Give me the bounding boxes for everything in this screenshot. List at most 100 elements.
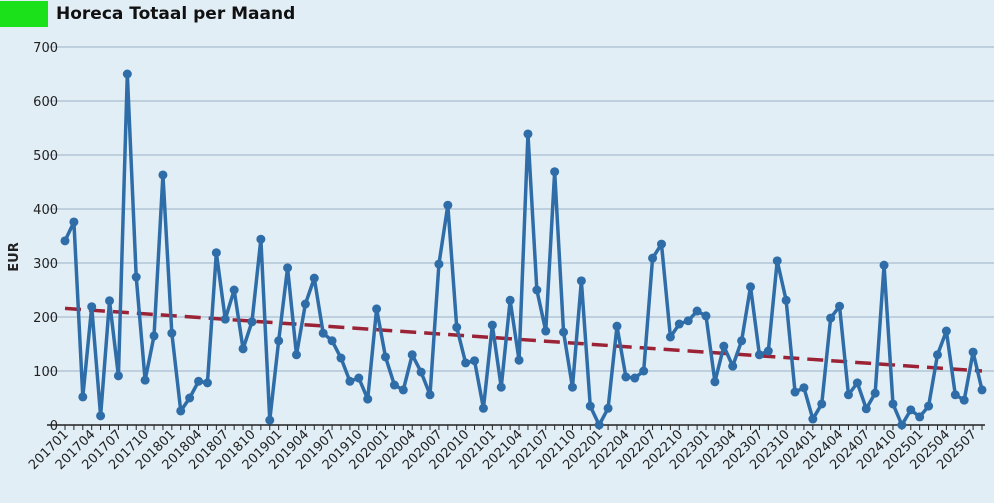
data-point — [434, 259, 444, 269]
x-axis: 2017012017042017072017102018012018042018… — [26, 424, 985, 473]
chart-title-bar: Horeca Totaal per Maand — [0, 0, 295, 28]
data-point — [870, 388, 880, 398]
data-point — [202, 378, 212, 388]
data-point — [318, 328, 328, 338]
data-point — [96, 411, 106, 421]
data-point — [274, 336, 284, 346]
data-point — [69, 217, 79, 227]
data-point — [968, 347, 978, 357]
data-point — [416, 367, 426, 377]
data-point — [585, 401, 595, 411]
data-point — [211, 248, 221, 258]
y-axis: 0 100 200 300 400 500 600 700 — [33, 41, 58, 434]
data-point — [372, 304, 382, 314]
data-point — [283, 263, 293, 273]
data-point — [443, 200, 453, 210]
data-point — [345, 376, 355, 386]
data-point — [852, 378, 862, 388]
data-point — [781, 295, 791, 305]
data-point — [407, 350, 417, 360]
data-point — [87, 302, 97, 312]
data-point — [977, 385, 987, 395]
data-point — [131, 272, 141, 282]
data-point — [648, 253, 658, 263]
data-point — [621, 372, 631, 382]
trend-line — [64, 306, 983, 373]
data-point — [594, 420, 604, 430]
data-point — [113, 371, 123, 381]
data-point — [737, 336, 747, 346]
data-point — [924, 401, 934, 411]
data-point — [461, 358, 471, 368]
data-point — [567, 382, 577, 392]
data-point — [327, 336, 337, 346]
data-point — [78, 392, 88, 402]
data-point — [167, 328, 177, 338]
data-point — [817, 399, 827, 409]
data-point — [754, 350, 764, 360]
data-point — [158, 170, 168, 180]
data-point — [238, 344, 248, 354]
data-point — [861, 404, 871, 414]
data-point — [790, 387, 800, 397]
data-point — [665, 332, 675, 342]
data-point — [514, 355, 524, 365]
data-point — [612, 321, 622, 331]
data-point — [639, 366, 649, 376]
data-point — [603, 403, 613, 413]
y-tick-label: 200 — [33, 311, 58, 326]
data-point — [550, 167, 560, 177]
data-point — [692, 306, 702, 316]
data-point — [60, 236, 70, 246]
title-color-swatch — [0, 1, 48, 27]
data-point — [826, 313, 836, 323]
data-point — [256, 234, 266, 244]
data-point — [105, 296, 115, 306]
data-point — [576, 276, 586, 286]
data-point — [300, 299, 310, 309]
y-tick-label: 700 — [33, 41, 58, 56]
data-point — [140, 375, 150, 385]
data-point — [122, 69, 132, 79]
data-point — [425, 390, 435, 400]
data-point — [149, 331, 159, 341]
data-point — [683, 316, 693, 326]
data-point — [915, 412, 925, 422]
data-point — [630, 373, 640, 383]
data-point — [728, 361, 738, 371]
data-series — [60, 69, 987, 430]
data-point — [710, 377, 720, 387]
data-point — [888, 399, 898, 409]
data-point — [808, 414, 818, 424]
data-point — [941, 326, 951, 336]
data-point — [959, 395, 969, 405]
data-point — [265, 415, 275, 425]
data-point — [185, 393, 195, 403]
data-point — [452, 322, 462, 332]
data-point — [559, 327, 569, 337]
data-point — [505, 295, 515, 305]
data-point — [247, 317, 257, 327]
y-tick-label: 500 — [33, 149, 58, 164]
data-point — [398, 385, 408, 395]
data-point — [381, 352, 391, 362]
data-point — [541, 326, 551, 336]
data-point — [220, 314, 230, 324]
data-point — [746, 282, 756, 292]
y-tick-label: 600 — [33, 95, 58, 110]
data-point — [470, 356, 480, 366]
y-tick-label: 300 — [33, 257, 58, 272]
y-tick-label: 400 — [33, 203, 58, 218]
data-point — [799, 383, 809, 393]
data-point — [309, 273, 319, 283]
data-point — [719, 341, 729, 351]
data-point — [478, 403, 488, 413]
data-point — [354, 373, 364, 383]
data-point — [496, 382, 506, 392]
data-point — [701, 311, 711, 321]
data-point — [906, 405, 916, 415]
series-line — [63, 72, 984, 427]
data-point — [656, 239, 666, 249]
y-tick-label: 100 — [33, 365, 58, 380]
data-point — [674, 319, 684, 329]
